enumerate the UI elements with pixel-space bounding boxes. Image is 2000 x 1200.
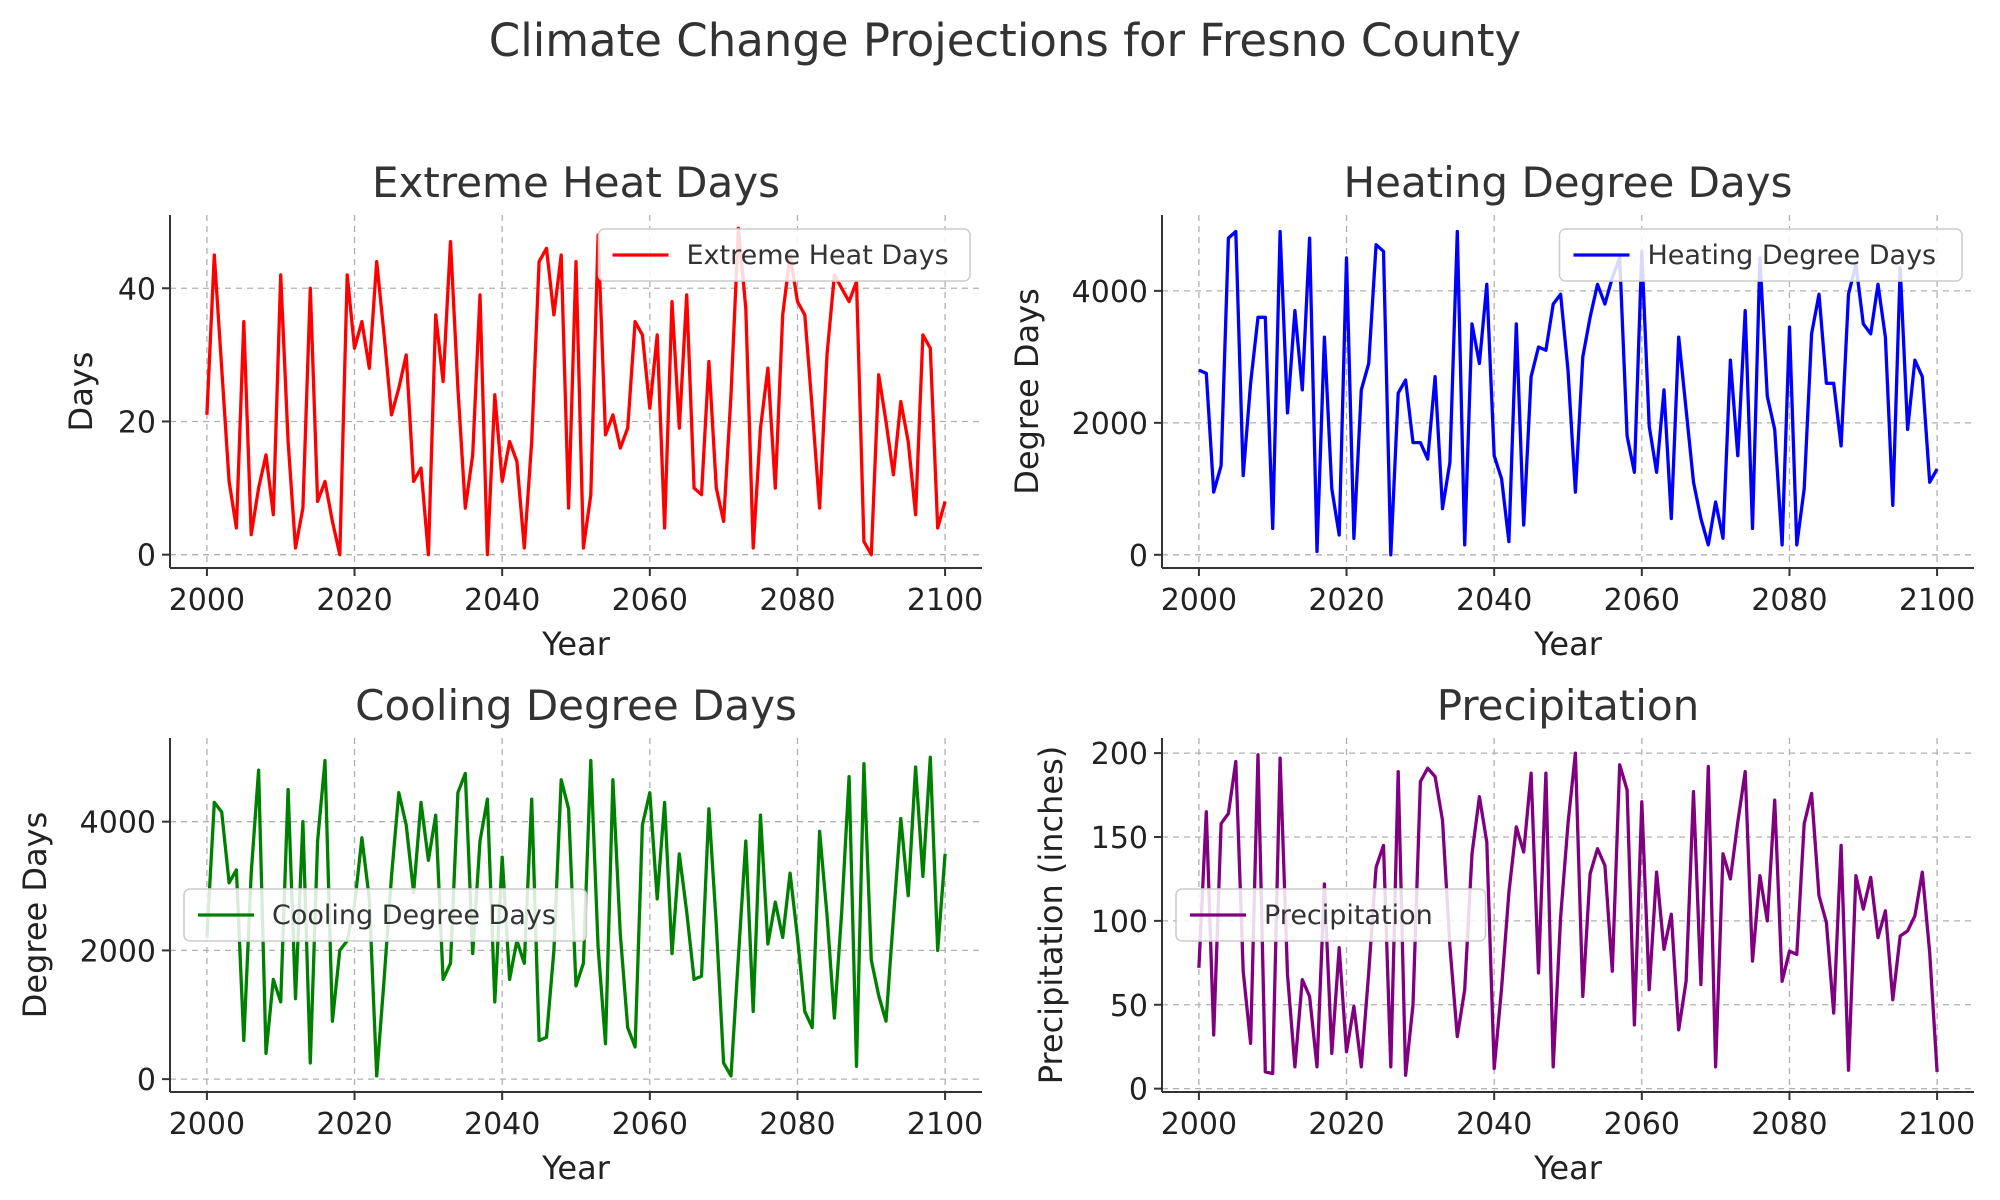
legend-box [1175,888,1487,942]
chart-panel: 2000 2020 2040 2060 2080 2100 0 50 100 150 200 Prec… [1032,681,1975,1187]
y-tick-label: 2000 [1072,407,1148,442]
chart-panel: 2000 2020 2040 2060 2080 2100 0 2000 4000 Heating… [1008,158,1975,663]
x-tick-label: 2000 [1161,1107,1237,1142]
x-axis-label: Year [1533,625,1603,663]
legend-box [183,888,588,942]
y-tick-label: 150 [1091,821,1148,856]
x-tick-label: 2080 [759,583,835,618]
y-tick-label: 4000 [80,806,156,841]
x-tick-label: 2060 [612,1107,688,1142]
x-tick-label: 2000 [169,1107,245,1142]
legend: Heating Degree Days [1558,228,1963,282]
legend-label: Extreme Heat Days [687,240,949,271]
x-tick-label: 2040 [1456,583,1532,618]
x-tick-label: 2060 [612,583,688,618]
series-line [205,226,947,557]
chart-title: Heating Degree Days [1344,158,1793,207]
series-line [1198,229,1939,557]
x-tick-label: 2080 [1751,583,1827,618]
x-tick-label: 2020 [1308,1107,1384,1142]
legend-label: Precipitation [1264,900,1433,931]
x-tick-label: 2040 [464,1107,540,1142]
y-axis-label: Degree Days [1008,288,1046,495]
legend: Cooling Degree Days [183,888,588,942]
x-tick-label: 2060 [1604,1107,1680,1142]
y-tick-label: 0 [137,539,156,574]
legend-box [1558,228,1963,282]
y-tick-label: 40 [118,272,156,307]
chart-title: Extreme Heat Days [372,158,780,207]
y-tick-label: 20 [118,405,156,440]
x-tick-label: 2060 [1604,583,1680,618]
x-tick-label: 2100 [1899,583,1975,618]
y-axis-label: Degree Days [16,812,54,1019]
x-axis-label: Year [541,625,611,663]
series-line [1197,751,1939,1077]
chart-panel: 2000 2020 2040 2060 2080 2100 0 2000 4000 Cooling… [16,681,983,1187]
y-tick-label: 4000 [1072,275,1148,310]
y-tick-label: 0 [137,1063,156,1098]
x-tick-label: 2080 [1751,1107,1827,1142]
y-tick-label: 200 [1091,737,1148,772]
x-tick-label: 2100 [1899,1107,1975,1142]
x-tick-label: 2100 [907,1107,983,1142]
x-tick-label: 2020 [316,1107,392,1142]
x-tick-label: 2000 [169,583,245,618]
y-tick-label: 0 [1129,1073,1148,1108]
y-tick-label: 100 [1091,905,1148,940]
x-tick-label: 2020 [316,583,392,618]
figure-title: Climate Change Projections for Fresno Co… [489,14,1521,67]
x-axis-label: Year [541,1149,611,1187]
chart-title: Precipitation [1437,681,1700,730]
legend: Precipitation [1175,888,1487,942]
legend-box [597,228,971,282]
chart-title: Cooling Degree Days [355,681,797,730]
legend: Extreme Heat Days [597,228,971,282]
x-tick-label: 2100 [907,583,983,618]
y-tick-label: 50 [1110,989,1148,1024]
y-axis-label: Precipitation (inches) [1032,746,1070,1085]
x-tick-label: 2040 [464,583,540,618]
x-tick-label: 2040 [1456,1107,1532,1142]
legend-label: Heating Degree Days [1648,240,1937,271]
legend-label: Cooling Degree Days [272,900,556,931]
x-tick-label: 2080 [759,1107,835,1142]
y-tick-label: 0 [1129,539,1148,574]
x-tick-label: 2020 [1308,583,1384,618]
y-tick-label: 2000 [80,934,156,969]
y-axis-label: Days [62,352,100,432]
x-axis-label: Year [1533,1149,1603,1187]
x-tick-label: 2000 [1161,583,1237,618]
